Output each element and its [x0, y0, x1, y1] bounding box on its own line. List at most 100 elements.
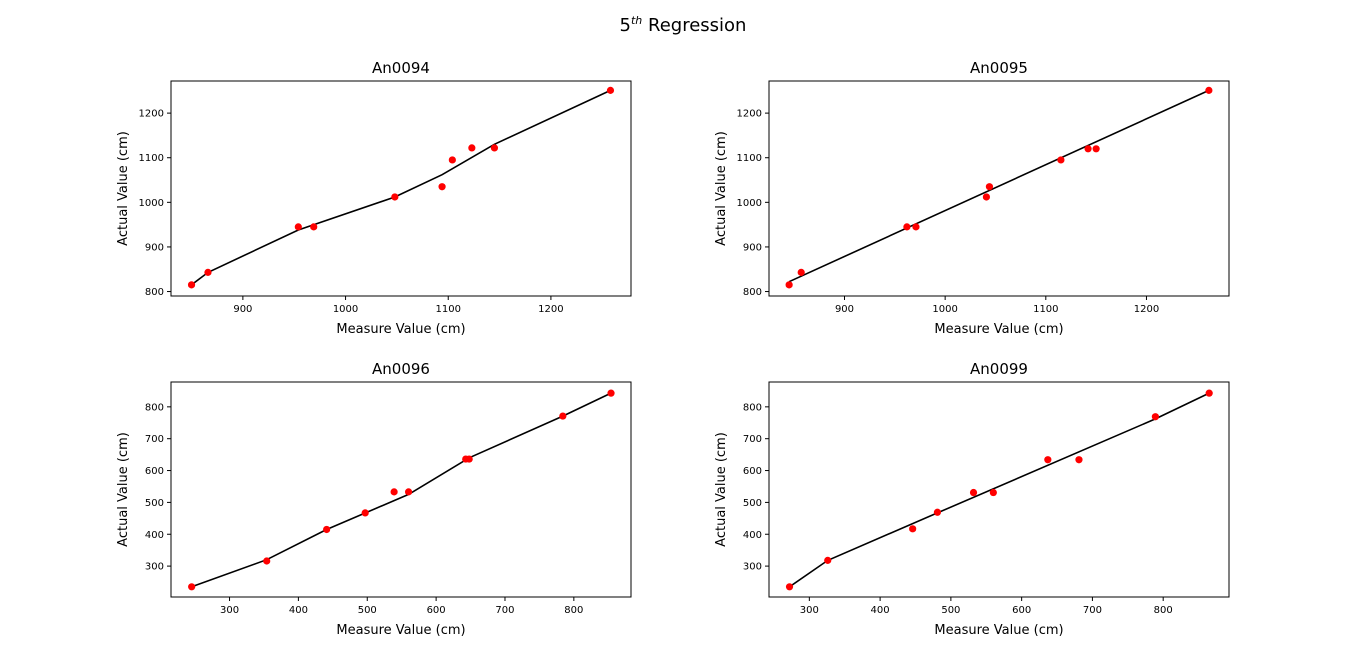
- x-tick-label: 500: [358, 605, 377, 616]
- data-point: [1151, 413, 1159, 421]
- data-point: [204, 268, 212, 276]
- fit-line: [191, 392, 612, 588]
- data-point: [1057, 156, 1065, 164]
- x-tick-label: 900: [835, 304, 854, 315]
- y-tick-label: 800: [743, 287, 762, 298]
- y-tick-label: 1100: [139, 153, 164, 164]
- y-tick-label: 400: [145, 530, 164, 541]
- y-tick-label: 400: [743, 530, 762, 541]
- fit-line: [789, 392, 1210, 588]
- data-point: [989, 488, 997, 497]
- x-tick-label: 1100: [1033, 304, 1058, 315]
- axes-frame: [768, 381, 1230, 598]
- axes-frame: [170, 381, 632, 598]
- y-tick-label: 300: [145, 562, 164, 573]
- x-axis-label: Measure Value (cm): [934, 623, 1063, 638]
- data-point: [1205, 86, 1213, 94]
- data-point: [438, 183, 446, 191]
- data-point: [985, 183, 994, 191]
- data-point: [187, 281, 196, 289]
- y-tick-label: 800: [743, 402, 762, 413]
- suptitle-rest: Regression: [642, 15, 747, 36]
- y-tick-label: 500: [743, 498, 762, 509]
- data-point: [310, 223, 318, 231]
- x-tick-label: 700: [495, 605, 514, 616]
- x-tick-label: 800: [564, 605, 583, 616]
- data-point: [1044, 456, 1052, 464]
- y-tick-label: 800: [145, 402, 164, 413]
- x-tick-label: 1100: [436, 304, 461, 315]
- data-point: [969, 488, 978, 497]
- x-tick-label: 600: [427, 605, 446, 616]
- x-tick-label: 300: [800, 605, 819, 616]
- y-tick-label: 1000: [737, 198, 762, 209]
- data-point: [1092, 145, 1100, 153]
- suptitle-main: 5: [619, 15, 631, 36]
- y-tick-label: 700: [743, 434, 762, 445]
- y-tick-label: 600: [743, 466, 762, 477]
- x-axis-label: Measure Value (cm): [336, 322, 465, 337]
- y-tick-label: 700: [145, 434, 164, 445]
- data-point: [448, 156, 456, 164]
- x-tick-label: 400: [289, 605, 308, 616]
- data-point: [263, 557, 271, 565]
- x-tick-label: 800: [1154, 605, 1173, 616]
- data-point: [1075, 456, 1083, 464]
- subplot-an0094: An0094 900 1000 1100 1200 800 900 1000 1100 1200 M…: [116, 59, 632, 337]
- fit-line: [788, 89, 1210, 283]
- subplot-an0096: An0096 300 400 500 600 700 800 300 400 500 600 700 8…: [116, 360, 632, 638]
- data-point: [390, 488, 398, 496]
- data-point: [1205, 389, 1213, 397]
- y-tick-label: 1000: [139, 198, 164, 209]
- data-point: [188, 583, 196, 591]
- y-tick-label: 1200: [737, 109, 762, 120]
- subplot-title: An0099: [970, 360, 1028, 378]
- x-tick-label: 1200: [1134, 304, 1159, 315]
- subplot-title: An0095: [970, 59, 1028, 77]
- x-tick-label: 1000: [333, 304, 358, 315]
- y-tick-label: 300: [743, 562, 762, 573]
- y-tick-label: 1100: [737, 153, 762, 164]
- data-point: [559, 412, 567, 420]
- subplot-title: An0094: [372, 59, 430, 77]
- data-point: [323, 525, 331, 534]
- x-tick-label: 500: [941, 605, 960, 616]
- y-axis-label: Actual Value (cm): [714, 432, 729, 547]
- x-tick-label: 700: [1083, 605, 1102, 616]
- axes-frame: [170, 80, 632, 297]
- subplot-an0099: An0099 300 400 500 600 700 800 300 400 500 600 700 8…: [714, 360, 1230, 638]
- data-point: [607, 389, 615, 397]
- data-point: [912, 223, 920, 231]
- data-point: [468, 144, 476, 152]
- y-tick-label: 800: [145, 287, 164, 298]
- data-point: [361, 509, 369, 517]
- y-tick-label: 900: [743, 242, 762, 253]
- data-point: [391, 193, 399, 201]
- data-point: [1084, 145, 1092, 153]
- axes-frame: [768, 80, 1230, 297]
- x-axis-label: Measure Value (cm): [336, 623, 465, 638]
- data-point: [785, 281, 793, 289]
- data-point: [982, 193, 991, 201]
- data-point: [606, 86, 615, 94]
- subplot-title: An0096: [372, 360, 430, 378]
- subplot-an0095: An0095 900 1000 1100 1200 800 900 1000 1100 1200 M…: [714, 59, 1230, 337]
- data-point: [490, 144, 499, 152]
- x-tick-label: 1200: [538, 304, 563, 315]
- data-point: [294, 223, 302, 231]
- x-axis-label: Measure Value (cm): [934, 322, 1063, 337]
- data-point: [797, 268, 805, 276]
- fit-line: [191, 89, 611, 286]
- y-tick-label: 500: [145, 498, 164, 509]
- x-tick-label: 1000: [932, 304, 957, 315]
- y-tick-label: 600: [145, 466, 164, 477]
- x-tick-label: 400: [871, 605, 890, 616]
- x-tick-label: 900: [233, 304, 252, 315]
- suptitle-superscript: th: [630, 14, 643, 27]
- figure-suptitle: 5th Regression: [0, 14, 1366, 36]
- data-point: [933, 508, 942, 516]
- y-axis-label: Actual Value (cm): [116, 131, 131, 246]
- data-point: [404, 488, 413, 496]
- y-axis-label: Actual Value (cm): [714, 131, 729, 246]
